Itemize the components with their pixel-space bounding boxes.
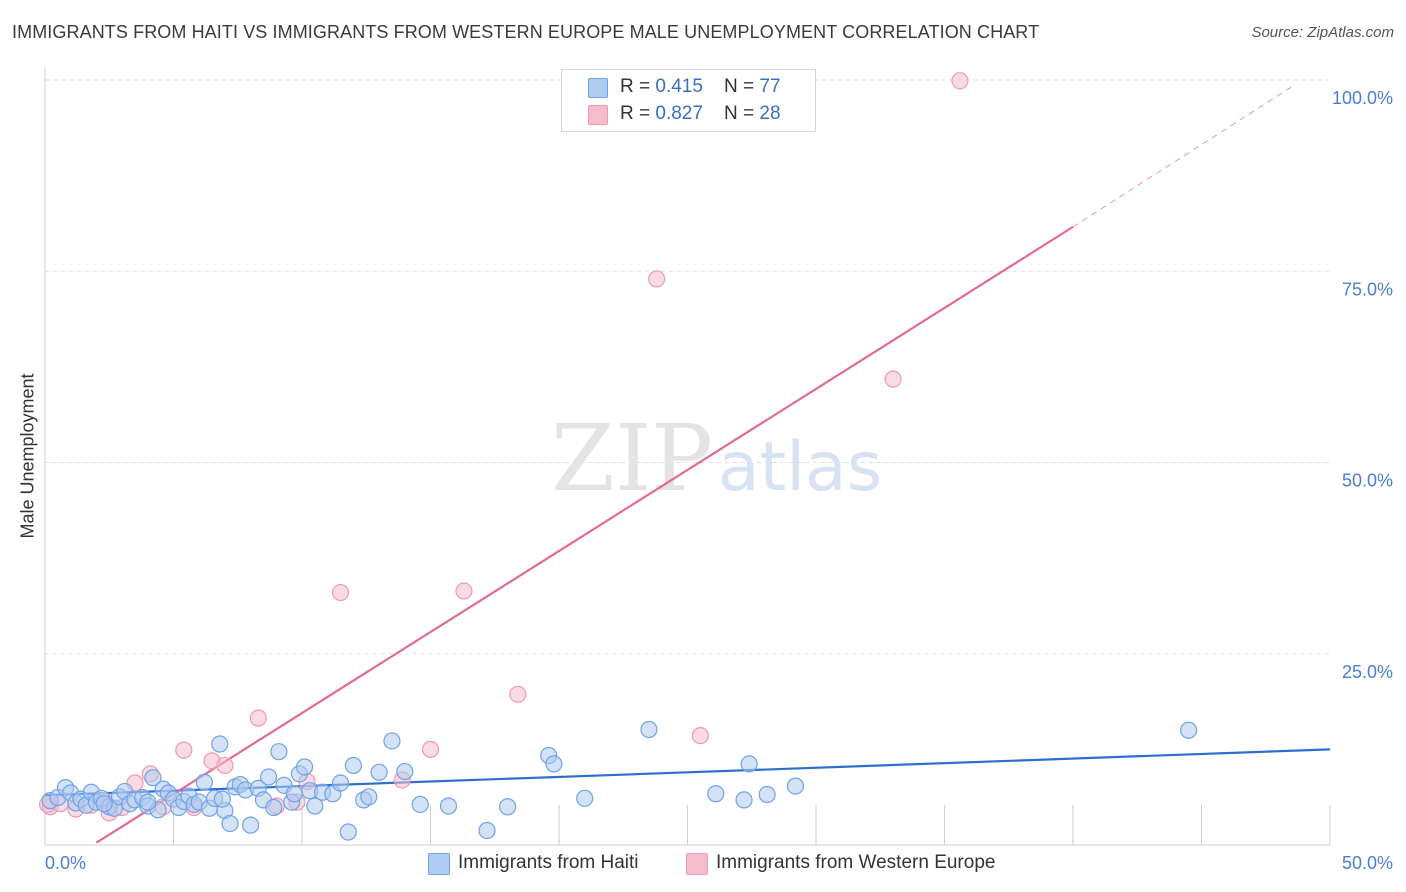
legend-n-value: 77 [759, 76, 781, 97]
watermark: ZIP atlas [551, 405, 882, 512]
data-point-haiti [211, 735, 229, 753]
points-layer [38, 72, 1198, 841]
data-point-haiti [95, 795, 113, 813]
data-point-western-europe [421, 740, 440, 758]
data-point-haiti [576, 789, 594, 807]
data-point-western-europe [884, 370, 902, 388]
data-point-haiti [383, 732, 401, 750]
data-point-haiti [545, 755, 563, 773]
data-point-haiti [195, 773, 213, 791]
data-point-western-europe [216, 756, 234, 775]
legend-n-label: N = [724, 76, 760, 97]
data-point-haiti [735, 791, 753, 809]
data-point-haiti [213, 790, 231, 808]
x-tick-label: 50.0% [1342, 853, 1393, 873]
data-point-haiti [360, 788, 378, 806]
watermark-atlas: atlas [718, 428, 882, 507]
y-tick-label: 50.0% [1342, 471, 1393, 491]
tick-labels-layer: 25.0% 50.0% 75.0% 100.0% 0.0% 50.0% [45, 88, 1393, 873]
legend-label-haiti: Immigrants from Haiti [458, 852, 639, 873]
data-point-haiti [640, 720, 658, 739]
data-point-western-europe [455, 582, 473, 600]
watermark-zip: ZIP [551, 405, 713, 512]
data-point-haiti [707, 785, 725, 803]
trend-line-extension-1 [1072, 84, 1295, 228]
data-point-western-europe [951, 72, 969, 90]
data-point-haiti [370, 763, 388, 781]
legend-n-label: N = [724, 103, 760, 124]
data-point-haiti [758, 785, 776, 804]
legend-swatch-western-europe [588, 105, 608, 125]
legend-swatch-haiti [428, 853, 450, 875]
data-point-haiti [242, 816, 260, 834]
data-point-haiti [221, 814, 239, 833]
chart-source: Source: ZipAtlas.com [1251, 24, 1394, 41]
y-tick-label: 25.0% [1342, 662, 1393, 682]
data-point-haiti [285, 785, 303, 803]
data-point-haiti [259, 768, 278, 786]
data-point-haiti [439, 797, 458, 815]
y-tick-label: 75.0% [1342, 279, 1393, 299]
data-point-haiti [344, 756, 362, 775]
data-point-haiti [499, 798, 517, 816]
y-tick-label: 100.0% [1332, 88, 1393, 108]
legend-r-label: R = [620, 103, 656, 124]
correlation-legend: R = 0.415 N = 77 R = 0.827 N = 28 [561, 69, 816, 132]
data-point-haiti [139, 793, 157, 811]
grid-layer [45, 79, 1330, 655]
data-point-haiti [306, 797, 324, 815]
data-point-western-europe [249, 709, 267, 727]
data-point-haiti [331, 774, 350, 792]
legend-label-western-europe: Immigrants from Western Europe [716, 852, 996, 873]
trend-line-1 [95, 225, 1074, 844]
data-point-western-europe [648, 270, 666, 288]
data-point-haiti [144, 769, 162, 787]
data-point-haiti [740, 755, 758, 773]
x-tick-label: 0.0% [45, 853, 86, 873]
y-axis-label: Male Unemployment [17, 373, 38, 539]
chart-title: IMMIGRANTS FROM HAITI VS IMMIGRANTS FROM… [12, 22, 1040, 42]
data-point-haiti [478, 821, 496, 840]
legend-n-value: 28 [759, 103, 781, 124]
legend-swatch-western-europe [686, 853, 708, 875]
data-point-haiti [295, 758, 314, 776]
data-point-western-europe [691, 727, 709, 745]
legend-r-value: 0.827 [655, 103, 703, 124]
data-point-haiti [786, 777, 805, 795]
data-point-western-europe [331, 583, 350, 602]
data-point-haiti [411, 795, 429, 814]
data-point-haiti [270, 743, 288, 761]
legend-swatch-haiti [588, 78, 608, 98]
legend-r-value: 0.415 [655, 76, 703, 97]
legend-r-label: R = [620, 76, 656, 97]
data-point-haiti [339, 823, 357, 841]
data-point-western-europe [509, 685, 527, 703]
data-point-haiti [396, 762, 414, 781]
data-point-haiti [265, 798, 283, 817]
axes-layer [44, 68, 1331, 846]
data-point-haiti [1180, 721, 1198, 739]
data-point-western-europe [175, 741, 193, 759]
